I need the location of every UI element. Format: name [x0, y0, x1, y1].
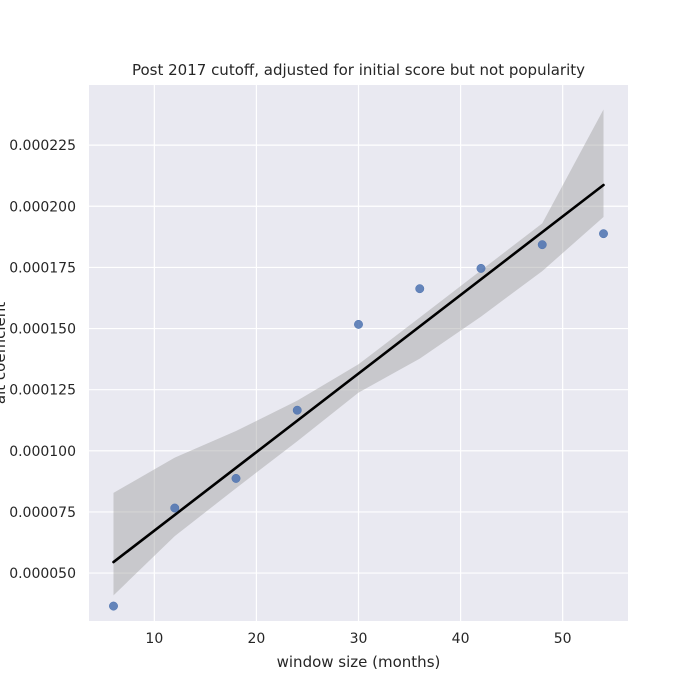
x-tick-label: 20	[248, 631, 266, 647]
y-tick-label: 0.000200	[9, 199, 76, 215]
regression-line-group	[112, 183, 605, 564]
confidence-band	[113, 109, 604, 596]
y-tick-label: 0.000175	[9, 260, 76, 276]
x-tick-label: 30	[350, 631, 368, 647]
data-point	[537, 240, 547, 250]
data-point	[231, 473, 241, 483]
x-tick-labels: 10 20 30 40 50	[145, 631, 571, 647]
data-point	[170, 503, 180, 513]
x-tick-label: 50	[554, 631, 572, 647]
data-point	[109, 601, 118, 611]
x-tick-label: 40	[452, 631, 470, 647]
y-tick-label: 0.000125	[9, 383, 76, 399]
chart-title: Post 2017 cutoff, adjusted for initial s…	[132, 61, 585, 79]
regression-line	[112, 183, 605, 564]
y-tick-label: 0.000100	[9, 444, 76, 460]
y-tick-label: 0.000050	[9, 566, 76, 582]
y-tick-labels: 0.000050 0.000075 0.000100 0.000125 0.000150…	[9, 138, 76, 582]
data-point	[599, 229, 608, 239]
y-tick-label: 0.000075	[9, 505, 76, 521]
y-tick-label: 0.000150	[9, 322, 76, 338]
data-point	[476, 263, 486, 273]
y-axis-label: alt coefficient	[0, 302, 9, 404]
x-tick-label: 10	[145, 631, 163, 647]
confidence-band-area	[113, 109, 604, 596]
data-points	[109, 229, 608, 611]
y-tick-label: 0.000225	[9, 138, 76, 154]
data-point	[354, 319, 363, 329]
x-axis-label: window size (months)	[277, 653, 441, 671]
data-point	[415, 284, 425, 294]
data-point	[292, 405, 302, 415]
